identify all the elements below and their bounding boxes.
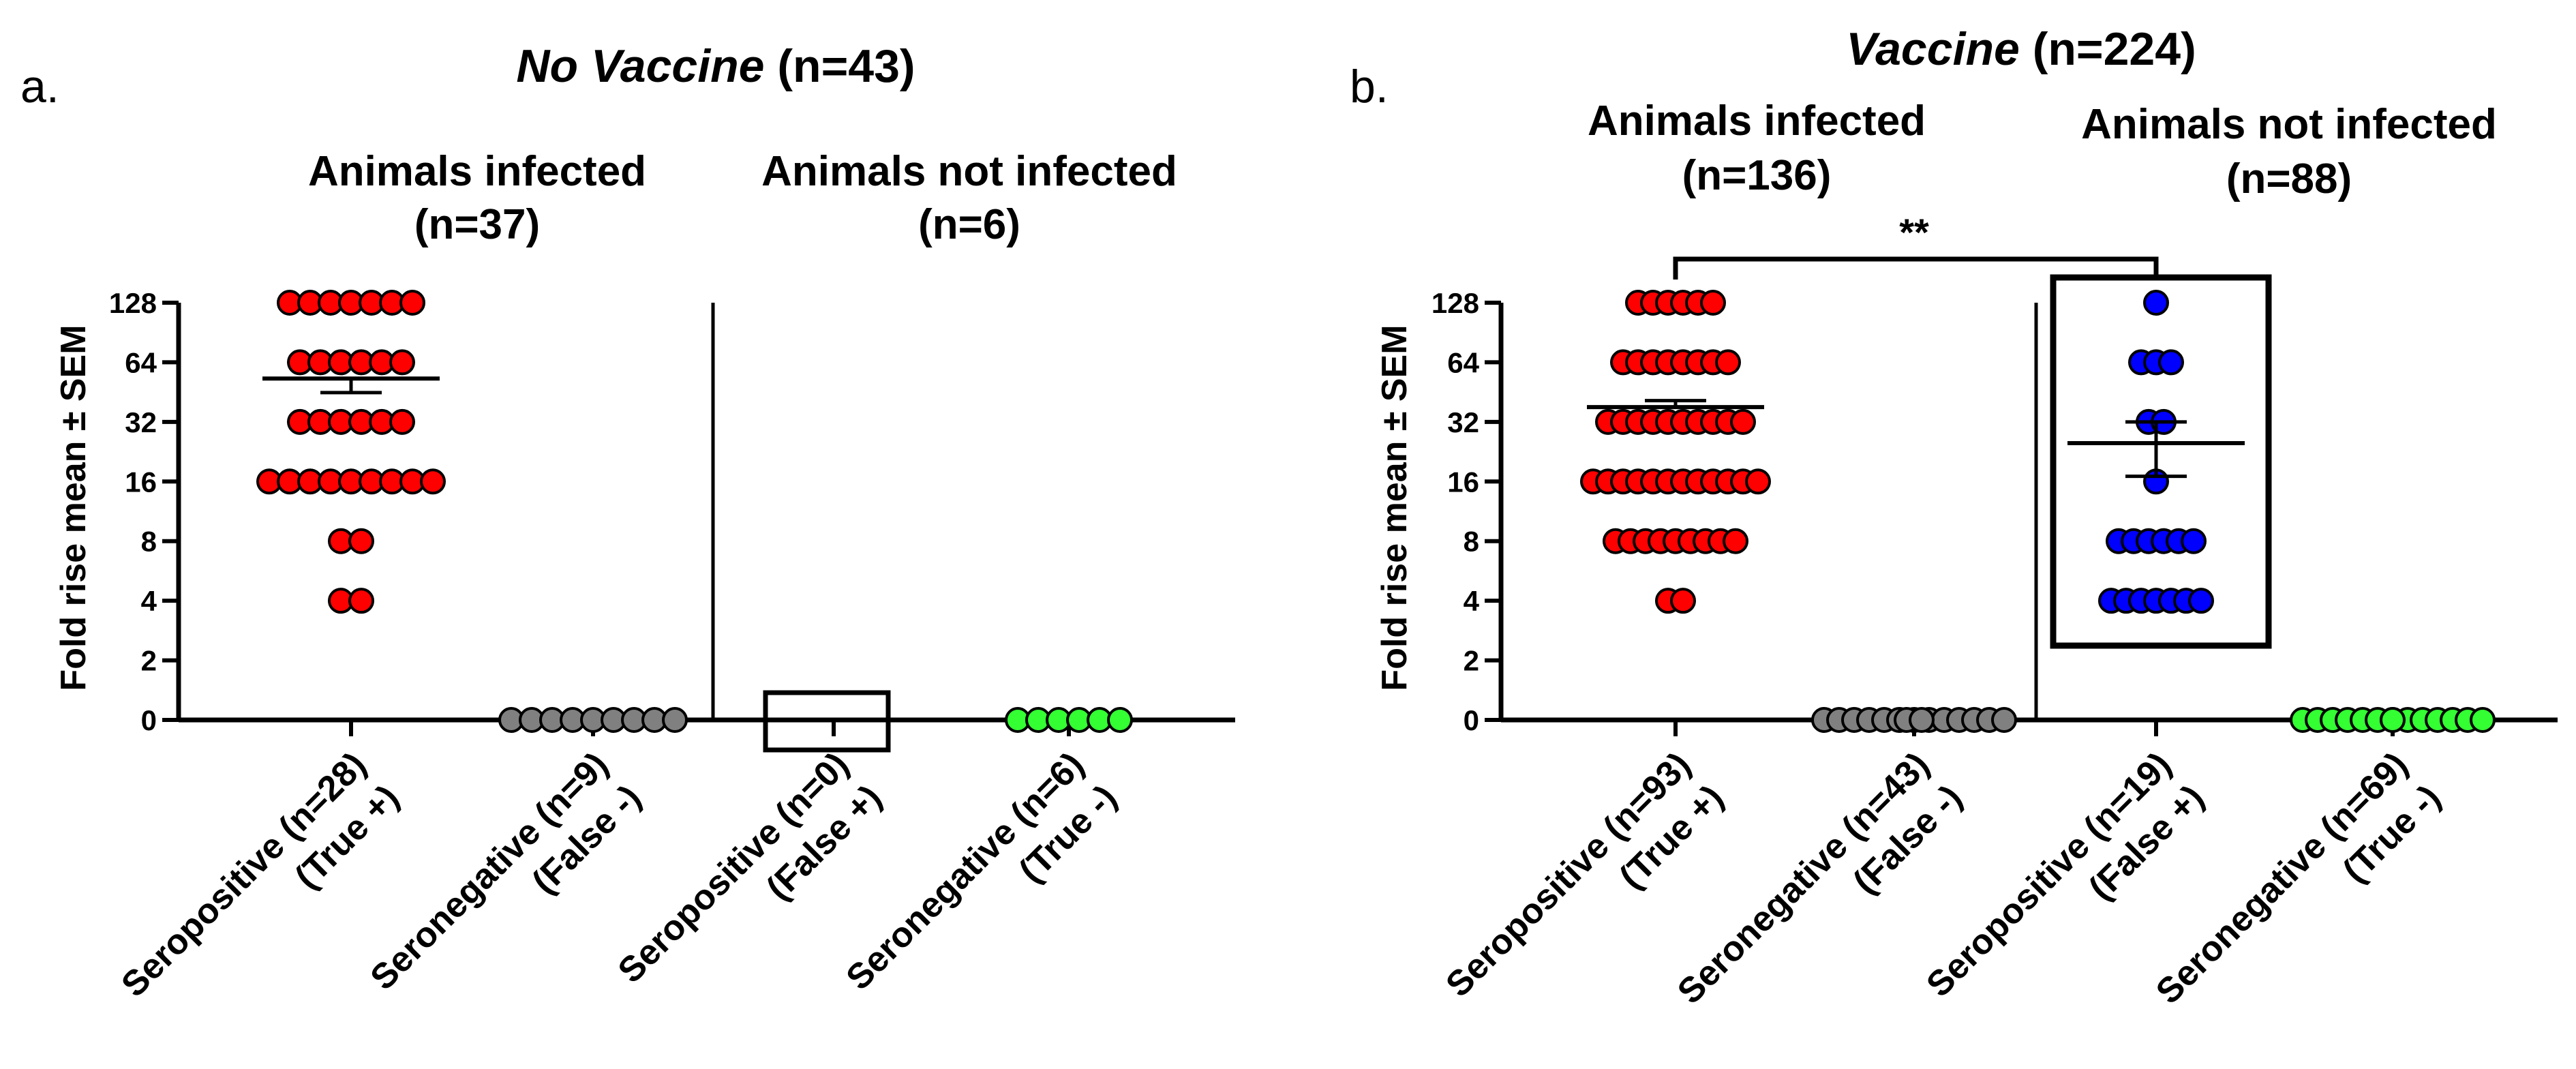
panel-a-title-rest: (n=43) (765, 40, 915, 92)
y-tick-label: 16 (125, 466, 157, 498)
panel-a-title-italic: No Vaccine (516, 40, 764, 92)
category-label: Seropositive (n=28)(True +) (114, 744, 406, 1004)
y-tick-label: 64 (1447, 346, 1479, 378)
category-label: Seronegative (n=6)(True -) (838, 744, 1124, 997)
panel-a-group-not-infected-line2: (n=6) (918, 201, 1020, 248)
data-point (2188, 588, 2214, 614)
panel-b-x-ticks (1673, 720, 2395, 736)
data-point (1723, 528, 1748, 554)
y-tick-label: 0 (141, 704, 157, 736)
data-point (348, 588, 374, 614)
category-label: Seropositive (n=0)(False +) (611, 744, 890, 991)
data-point (662, 707, 688, 733)
panel-b-y-ticks: 0 2 4 8 16 32 64 128 (1431, 287, 1501, 736)
panel-a-y-ticks: 0 2 4 8 16 32 64 128 (109, 287, 179, 736)
panel-b-group-not-infected-line1: Animals not infected (2081, 101, 2497, 148)
panel-b-group-not-infected-line2: (n=88) (2226, 155, 2352, 202)
data-point (1670, 588, 1696, 614)
data-point (1730, 408, 1756, 435)
y-tick-label: 0 (1464, 704, 1479, 736)
panel-b-group-infected: Animals infected (n=136) (1588, 97, 1926, 199)
data-point (2470, 707, 2496, 733)
panel-a-error-bars (262, 376, 440, 395)
data-point (389, 349, 415, 376)
y-tick-label: 32 (1447, 406, 1479, 438)
panel-a-category-labels: Seropositive (n=28)(True +)Seronegative … (114, 744, 1124, 1004)
y-tick-label: 128 (1431, 287, 1479, 319)
panel-b-false-positive-box (2050, 274, 2272, 649)
panel-b-y-axis-label: Fold rise mean ± SEM (1375, 325, 1414, 691)
data-point (1745, 468, 1771, 495)
panel-a-group-infected-line2: (n=37) (414, 201, 540, 248)
data-point (2380, 707, 2406, 733)
panel-b-group-not-infected: Animals not infected (n=88) (2081, 101, 2497, 202)
data-point (1107, 707, 1133, 733)
panel-a-group-not-infected-line1: Animals not infected (761, 148, 1177, 195)
panel-a-group-infected-line1: Animals infected (308, 148, 646, 195)
data-point (399, 290, 425, 316)
data-point (1991, 707, 2017, 733)
data-point (420, 468, 446, 495)
data-point (348, 528, 374, 554)
panel-a-points (256, 290, 1133, 733)
panel-a-group-infected: Animals infected (n=37) (308, 148, 646, 248)
panel-b-letter: b. (1350, 61, 1389, 112)
panel-b-category-labels: Seropositive (n=93)(True +)Seronegative … (1438, 744, 2448, 1011)
y-tick-label: 64 (125, 346, 157, 378)
panel-a-y-axis-label: Fold rise mean ± SEM (54, 325, 93, 691)
y-tick-label: 8 (1464, 526, 1479, 558)
panel-b-title-italic: Vaccine (1846, 23, 2020, 75)
y-tick-label: 2 (1464, 645, 1479, 677)
panel-b-significance-bracket (1673, 256, 2159, 280)
data-point (2181, 528, 2207, 554)
panel-b-title-rest: (n=224) (2020, 23, 2196, 75)
panel-b-points (1580, 290, 2496, 733)
y-tick-label: 2 (141, 645, 157, 677)
data-point (2158, 349, 2184, 376)
panel-b-error-bars (1587, 399, 2245, 479)
panel-a-group-not-infected: Animals not infected (n=6) (761, 148, 1177, 248)
panel-b-group-infected-line2: (n=136) (1682, 152, 1832, 199)
panel-b-significance-label: ** (1899, 211, 1929, 254)
y-tick-label: 128 (109, 287, 157, 319)
data-point (2143, 290, 2169, 316)
data-point (1909, 707, 1935, 733)
panel-a-title: No Vaccine (n=43) (516, 40, 915, 92)
y-tick-label: 4 (141, 585, 157, 617)
y-tick-label: 16 (1447, 466, 1479, 498)
data-point (1715, 349, 1741, 376)
panel-b-group-infected-line1: Animals infected (1588, 97, 1926, 145)
y-tick-label: 8 (141, 526, 157, 558)
panel-b: b. Vaccine (n=224) Animals infected (n=1… (1350, 23, 2558, 1012)
data-point (1700, 290, 1726, 316)
panel-a: a. No Vaccine (n=43) Animals infected (n… (20, 40, 1235, 1005)
y-tick-label: 32 (125, 406, 157, 438)
panel-a-x-ticks (349, 720, 1071, 736)
y-tick-label: 4 (1464, 585, 1480, 617)
panel-a-letter: a. (20, 61, 59, 112)
category-label: Seronegative (n=9)(False -) (363, 744, 648, 997)
data-point (389, 408, 415, 435)
panel-a-empty-group-box (763, 690, 891, 753)
panel-b-title: Vaccine (n=224) (1846, 23, 2196, 75)
